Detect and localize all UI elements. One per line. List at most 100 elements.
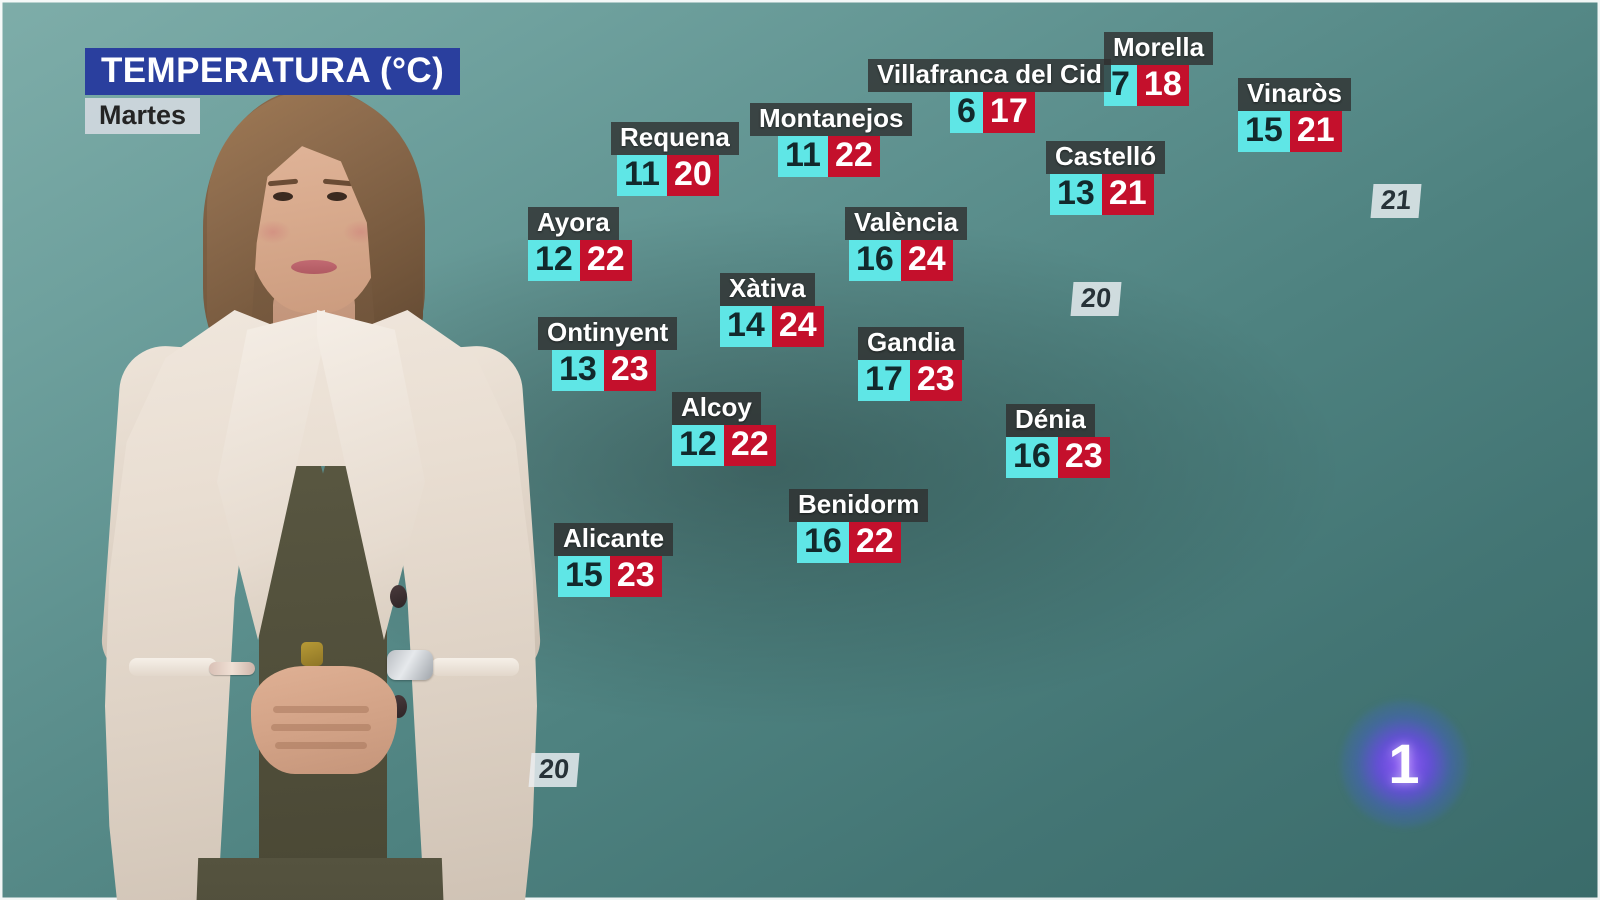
city-name: Alicante: [554, 523, 674, 557]
city-label-alcoy[interactable]: Alcoy 12 22: [672, 392, 776, 466]
city-name: València: [845, 207, 968, 241]
presenter-finger-3: [275, 742, 367, 749]
temp-max: 23: [1057, 437, 1110, 478]
temp-min: 15: [1238, 111, 1290, 152]
presenter-lips: [291, 260, 337, 274]
temp-max: 22: [579, 240, 632, 281]
city-name: Morella: [1104, 32, 1214, 66]
city-label-gandia[interactable]: Gandia 17 23: [858, 327, 965, 401]
presenter-trousers: [186, 858, 454, 900]
city-temps: 12 22: [528, 240, 632, 281]
city-label-benidorm[interactable]: Benidorm 16 22: [789, 489, 929, 563]
city-name: Montanejos: [750, 103, 913, 137]
city-name: Ontinyent: [538, 317, 678, 351]
temp-max: 23: [909, 360, 962, 401]
presenter-watch: [387, 650, 433, 680]
city-label-vinaros[interactable]: Vinaròs 15 21: [1238, 78, 1351, 152]
city-temps: 16 24: [849, 240, 967, 281]
temp-max: 22: [848, 522, 901, 563]
temp-max: 17: [982, 92, 1035, 133]
temp-max: 24: [771, 306, 824, 347]
channel-logo-glow: [1340, 700, 1468, 828]
temp-min: 13: [1050, 174, 1102, 215]
temp-max: 18: [1136, 65, 1189, 106]
temp-min: 11: [778, 136, 828, 177]
city-label-valencia[interactable]: València 16 24: [845, 207, 968, 281]
city-temps: 17 23: [858, 360, 964, 401]
city-label-ayora[interactable]: Ayora 12 22: [528, 207, 632, 281]
temp-min: 15: [558, 556, 610, 597]
temp-min: 17: [858, 360, 910, 401]
city-temps: 16 23: [1006, 437, 1110, 478]
presenter-cuff-right: [431, 658, 519, 676]
city-name: Vinaròs: [1238, 78, 1351, 112]
temp-max: 24: [900, 240, 953, 281]
temp-max: 21: [1101, 174, 1154, 215]
temp-min: 6: [950, 92, 983, 133]
temp-max: 23: [609, 556, 662, 597]
city-name: Xàtiva: [720, 273, 815, 307]
weather-presenter: [95, 70, 545, 900]
city-name: Ayora: [528, 207, 619, 241]
temp-min: 13: [552, 350, 604, 391]
city-label-montanejos[interactable]: Montanejos 11 22: [750, 103, 913, 177]
city-label-denia[interactable]: Dénia 16 23: [1006, 404, 1110, 478]
presenter-eye-left: [273, 192, 293, 201]
channel-logo-number: 1: [1388, 732, 1420, 795]
presenter-body: [99, 310, 543, 900]
city-label-xativa[interactable]: Xàtiva 14 24: [720, 273, 824, 347]
city-temps: 13 23: [552, 350, 677, 391]
temp-min: 12: [672, 425, 724, 466]
temp-min: 14: [720, 306, 772, 347]
presenter-microphone: [301, 642, 323, 666]
temp-min: 16: [849, 240, 901, 281]
temp-max: 22: [827, 136, 880, 177]
city-label-alicante[interactable]: Alicante 15 23: [554, 523, 674, 597]
title-block: TEMPERATURA (°C) Martes: [85, 48, 461, 135]
city-temps: 7 18: [1104, 65, 1213, 106]
city-label-castello[interactable]: Castelló 13 21: [1046, 141, 1166, 215]
temp-max: 20: [666, 155, 719, 196]
city-label-morella[interactable]: Morella 7 18: [1104, 32, 1214, 106]
presenter-finger-2: [271, 724, 371, 731]
city-temps: 6 17: [950, 92, 1111, 133]
city-label-ontinyent[interactable]: Ontinyent 13 23: [538, 317, 678, 391]
temp-max: 22: [723, 425, 776, 466]
channel-logo: 1: [1340, 700, 1468, 828]
presenter-cuff-left: [129, 658, 217, 676]
city-temps: 15 21: [1238, 111, 1351, 152]
temp-min: 16: [1006, 437, 1058, 478]
presenter-blush-left: [255, 220, 291, 244]
city-label-requena[interactable]: Requena 11 20: [611, 122, 739, 196]
city-name: Requena: [611, 122, 739, 156]
city-name: Castelló: [1046, 141, 1166, 175]
city-name: Dénia: [1006, 404, 1095, 438]
city-temps: 12 22: [672, 425, 776, 466]
city-temps: 11 22: [778, 136, 912, 177]
presenter-eye-right: [327, 192, 347, 201]
temp-min: 12: [528, 240, 580, 281]
sea-temp-marker-north: 21: [1370, 184, 1422, 219]
city-temps: 11 20: [617, 155, 739, 196]
city-temps: 14 24: [720, 306, 824, 347]
city-name: Benidorm: [789, 489, 929, 523]
page-title: TEMPERATURA (°C): [85, 48, 461, 95]
presenter-finger-1: [273, 706, 369, 713]
presenter-hands: [251, 666, 397, 774]
temp-min: 16: [797, 522, 849, 563]
temp-min: 11: [617, 155, 667, 196]
city-name: Gandia: [858, 327, 965, 361]
city-temps: 13 21: [1050, 174, 1165, 215]
sea-temp-marker-south: 20: [528, 753, 580, 788]
temp-max: 23: [603, 350, 656, 391]
temp-max: 21: [1289, 111, 1342, 152]
day-subtitle: Martes: [85, 98, 201, 135]
city-temps: 16 22: [797, 522, 928, 563]
city-temps: 15 23: [558, 556, 673, 597]
city-name: Alcoy: [672, 392, 761, 426]
presenter-button-upper: [390, 585, 407, 608]
city-name: Villafranca del Cid: [868, 59, 1111, 93]
presenter-bracelet: [209, 662, 255, 675]
sea-temp-marker-central: 20: [1070, 282, 1122, 317]
